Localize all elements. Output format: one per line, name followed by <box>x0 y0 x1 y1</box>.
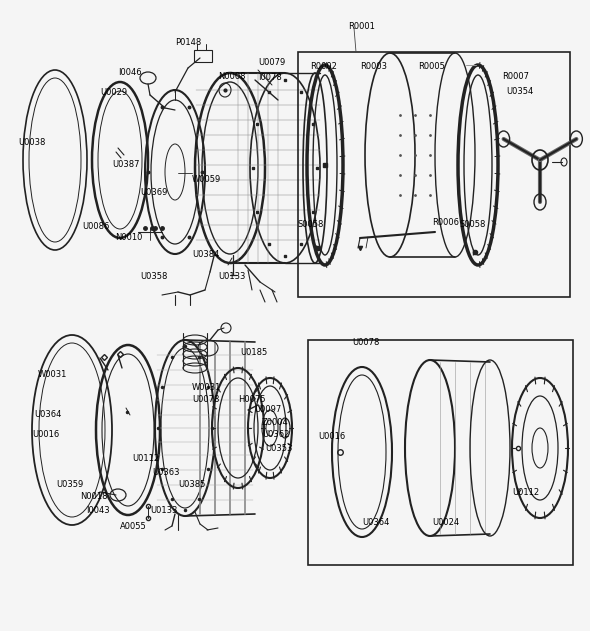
Text: U0133: U0133 <box>150 506 178 515</box>
Text: U0086: U0086 <box>82 222 109 231</box>
Text: U0353: U0353 <box>265 444 293 453</box>
Text: I0043: I0043 <box>86 506 110 515</box>
Text: Z0004: Z0004 <box>262 418 289 427</box>
Text: U0097: U0097 <box>254 405 281 414</box>
Bar <box>308 340 573 565</box>
Text: H0075: H0075 <box>238 395 266 404</box>
Text: R0002: R0002 <box>310 62 337 71</box>
Text: R0007: R0007 <box>502 72 529 81</box>
Text: A0055: A0055 <box>120 522 147 531</box>
Text: U0078: U0078 <box>352 338 379 347</box>
Text: U0364: U0364 <box>34 410 61 419</box>
Text: U0362: U0362 <box>262 430 289 439</box>
Text: U0354: U0354 <box>506 87 533 96</box>
Text: U0016: U0016 <box>32 430 59 439</box>
Bar <box>298 52 570 297</box>
Text: U0384: U0384 <box>192 250 219 259</box>
Text: U0038: U0038 <box>18 138 45 147</box>
Text: U0133: U0133 <box>218 272 245 281</box>
Text: S0058: S0058 <box>460 220 486 229</box>
Text: U0369: U0369 <box>140 188 168 197</box>
Text: U0024: U0024 <box>432 518 459 527</box>
Text: P0148: P0148 <box>175 38 201 47</box>
Text: U0016: U0016 <box>318 432 345 441</box>
Text: R0003: R0003 <box>360 62 387 71</box>
Text: U0358: U0358 <box>140 272 168 281</box>
Text: U0364: U0364 <box>362 518 389 527</box>
Text: R0006: R0006 <box>432 218 459 227</box>
Text: N0018: N0018 <box>80 492 107 501</box>
Text: R0005: R0005 <box>418 62 445 71</box>
Text: U0363: U0363 <box>152 468 179 477</box>
Text: U0385: U0385 <box>178 480 205 489</box>
Text: U0078: U0078 <box>192 395 219 404</box>
Text: I0046: I0046 <box>118 68 142 77</box>
Text: S0058: S0058 <box>298 220 324 229</box>
Text: R0001: R0001 <box>348 22 375 31</box>
Text: I0078: I0078 <box>258 73 282 82</box>
Text: W0031: W0031 <box>192 383 221 392</box>
Bar <box>194 50 212 62</box>
Text: U0387: U0387 <box>112 160 139 169</box>
Text: U0359: U0359 <box>56 480 83 489</box>
Text: U0112: U0112 <box>512 488 539 497</box>
Text: N0008: N0008 <box>218 72 245 81</box>
Text: U0079: U0079 <box>258 58 285 67</box>
Text: W0031: W0031 <box>38 370 67 379</box>
Text: N0010: N0010 <box>115 233 142 242</box>
Text: U0185: U0185 <box>240 348 267 357</box>
Text: W0059: W0059 <box>192 175 221 184</box>
Text: U0112: U0112 <box>132 454 159 463</box>
Text: U0029: U0029 <box>100 88 127 97</box>
